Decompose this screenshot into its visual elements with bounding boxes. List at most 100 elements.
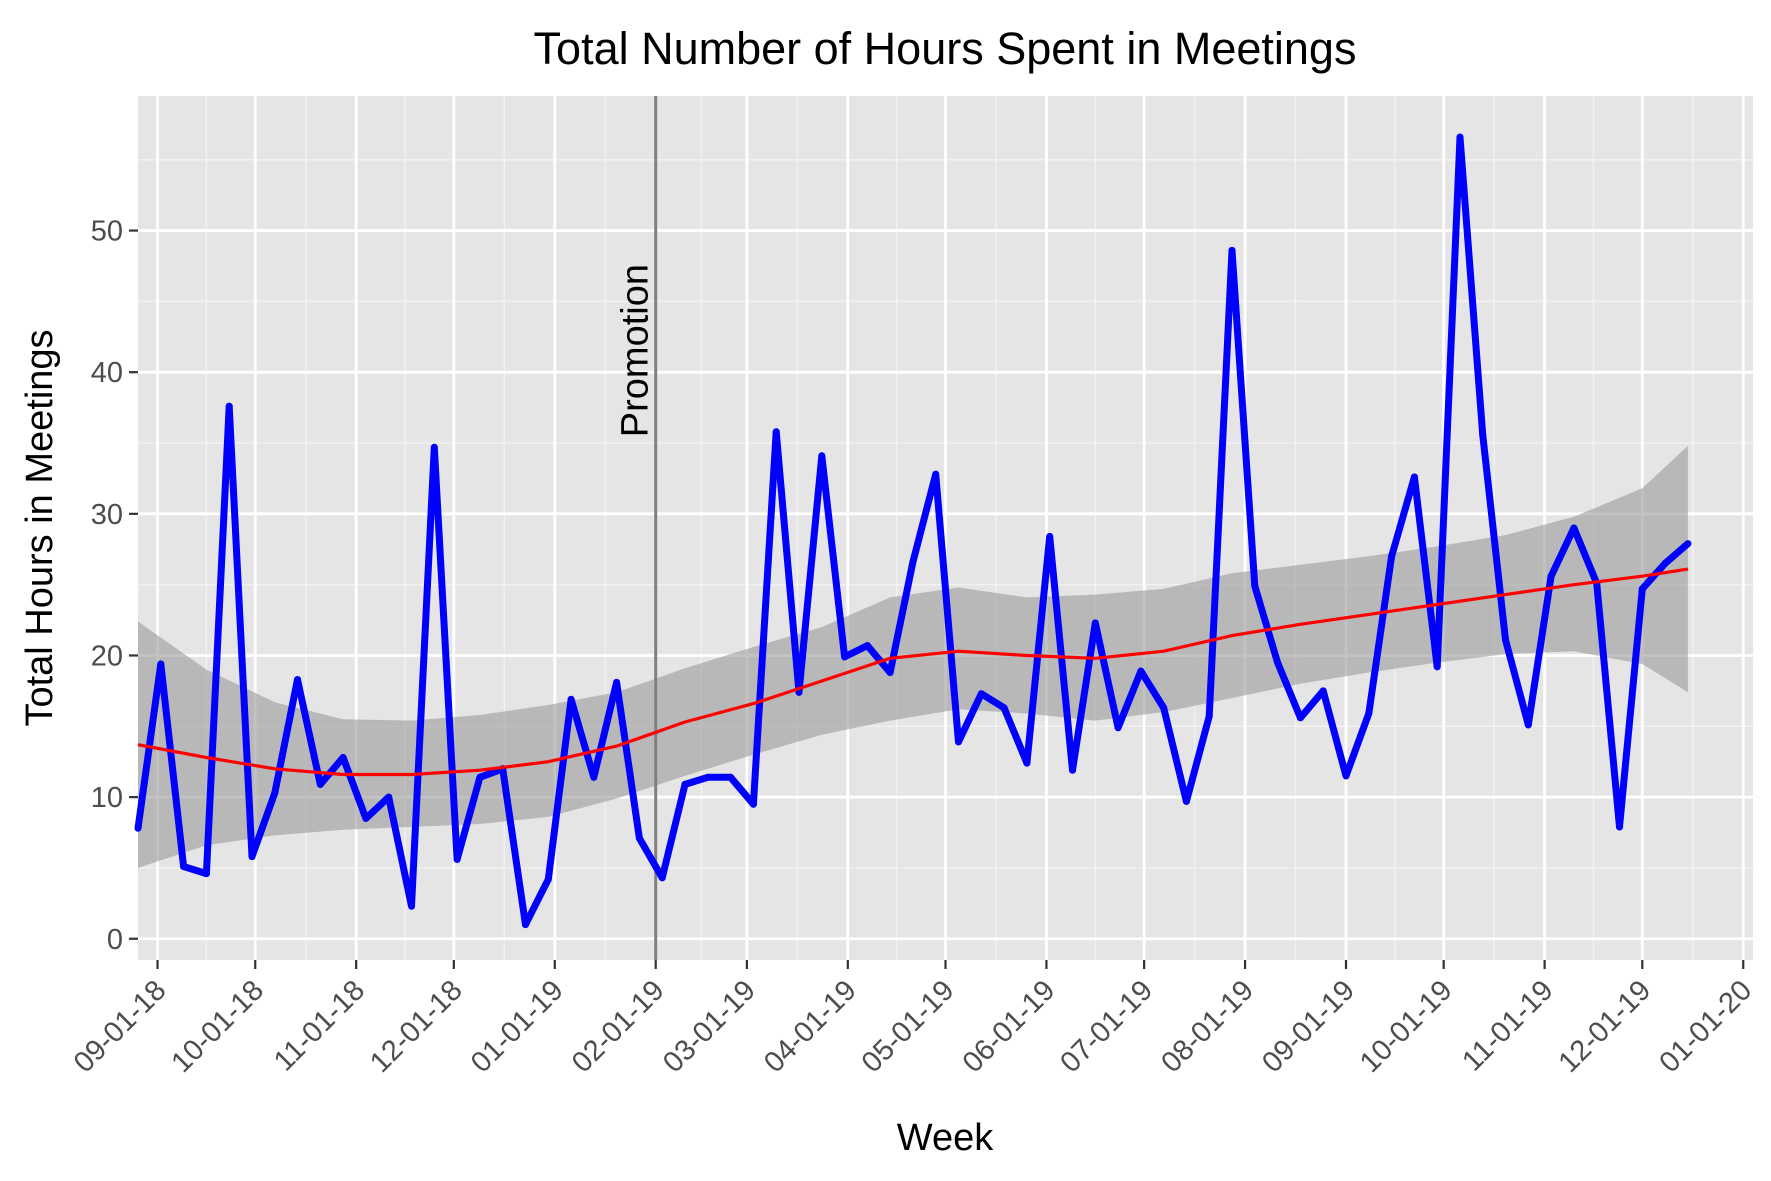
data-point — [202, 870, 210, 878]
data-point — [1524, 721, 1532, 729]
data-point — [225, 402, 233, 410]
y-tick-label: 0 — [107, 924, 123, 956]
data-point — [1228, 246, 1236, 254]
x-tick-label: 09-01-18 — [68, 974, 173, 1079]
data-point — [1570, 524, 1578, 532]
x-tick-label: 04-01-19 — [758, 974, 863, 1079]
data-point — [248, 853, 256, 861]
x-tick-label: 09-01-19 — [1256, 974, 1361, 1079]
data-point — [476, 773, 484, 781]
data-point — [1296, 714, 1304, 722]
data-point — [1388, 552, 1396, 560]
data-point — [1638, 585, 1646, 593]
data-point — [1274, 659, 1282, 667]
x-axis: 09-01-1810-01-1811-01-1812-01-1801-01-19… — [68, 960, 1758, 1079]
data-point — [909, 558, 917, 566]
data-point — [294, 676, 301, 684]
data-point — [453, 855, 461, 863]
data-point — [157, 660, 165, 668]
data-point — [1069, 766, 1076, 774]
data-point — [1091, 619, 1099, 627]
y-tick-label: 30 — [91, 499, 123, 531]
y-tick-label: 40 — [91, 357, 123, 389]
data-point — [749, 800, 757, 808]
x-tick-label: 01-01-20 — [1653, 974, 1758, 1079]
data-point — [544, 875, 552, 883]
data-point — [1616, 823, 1623, 831]
data-point — [1502, 636, 1509, 644]
data-point — [818, 452, 826, 460]
data-point — [180, 863, 188, 870]
x-tick-label: 06-01-19 — [957, 974, 1062, 1079]
data-point — [1046, 533, 1054, 540]
x-axis-label: Week — [897, 1117, 994, 1159]
data-point — [1114, 724, 1122, 732]
x-tick-label: 07-01-19 — [1054, 974, 1159, 1079]
data-point — [408, 902, 415, 910]
data-point — [886, 669, 894, 676]
y-tick-label: 10 — [91, 782, 123, 814]
x-tick-label: 08-01-19 — [1155, 974, 1260, 1079]
series-layer — [134, 133, 1692, 929]
data-point — [1000, 704, 1008, 712]
smooth-layer — [137, 567, 1689, 777]
data-point — [932, 470, 940, 478]
data-point — [590, 773, 598, 781]
data-point — [1319, 687, 1327, 695]
data-point — [1251, 582, 1259, 590]
x-tick-label: 10-01-18 — [165, 974, 270, 1079]
data-point — [658, 874, 666, 882]
data-point — [385, 793, 393, 801]
x-tick-label: 03-01-19 — [657, 974, 762, 1079]
x-tick-label: 05-01-19 — [856, 974, 961, 1079]
data-point — [1456, 133, 1464, 141]
data-point — [613, 678, 621, 686]
data-point — [704, 773, 712, 781]
x-tick-label: 01-01-19 — [465, 974, 570, 1079]
promotion-label: Promotion — [615, 264, 657, 437]
data-point — [772, 428, 780, 436]
y-axis-label: Total Hours in Meetings — [19, 329, 61, 726]
x-tick-label: 11-01-19 — [1456, 974, 1559, 1077]
data-point — [1479, 431, 1487, 438]
data-point — [1205, 712, 1213, 720]
data-point — [1365, 710, 1373, 717]
data-point — [316, 780, 324, 788]
data-point — [1137, 667, 1145, 675]
data-point — [1547, 572, 1555, 580]
y-tick-label: 50 — [91, 216, 123, 248]
data-point — [567, 695, 575, 703]
data-point — [134, 824, 142, 832]
data-point — [522, 921, 529, 929]
data-point — [339, 754, 347, 761]
data-point — [863, 642, 871, 650]
x-tick-label: 10-01-19 — [1354, 974, 1459, 1079]
data-point — [1410, 473, 1418, 481]
data-point — [635, 834, 643, 842]
data-point — [977, 690, 985, 698]
data-point — [1160, 704, 1168, 712]
data-point — [955, 738, 962, 746]
y-tick-label: 20 — [91, 640, 123, 672]
data-point — [430, 443, 438, 451]
data-point — [1023, 759, 1031, 767]
data-point — [1182, 797, 1190, 805]
x-tick-label: 02-01-19 — [566, 974, 671, 1079]
data-point — [727, 773, 735, 781]
x-tick-label: 11-01-18 — [268, 974, 371, 1077]
smooth-trend-line — [137, 567, 1689, 777]
chart-title: Total Number of Hours Spent in Meetings — [534, 23, 1357, 74]
data-point — [841, 653, 849, 661]
data-point — [362, 814, 370, 822]
data-point — [271, 789, 279, 797]
x-tick-label: 12-01-18 — [364, 974, 469, 1079]
x-tick-label: 12-01-19 — [1553, 974, 1658, 1079]
data-point — [681, 780, 689, 788]
data-point — [1684, 540, 1692, 548]
data-point — [1342, 772, 1350, 780]
data-point — [1433, 663, 1441, 671]
y-axis: 0 10 20 30 40 50 — [91, 216, 138, 956]
data-point — [1661, 559, 1669, 567]
